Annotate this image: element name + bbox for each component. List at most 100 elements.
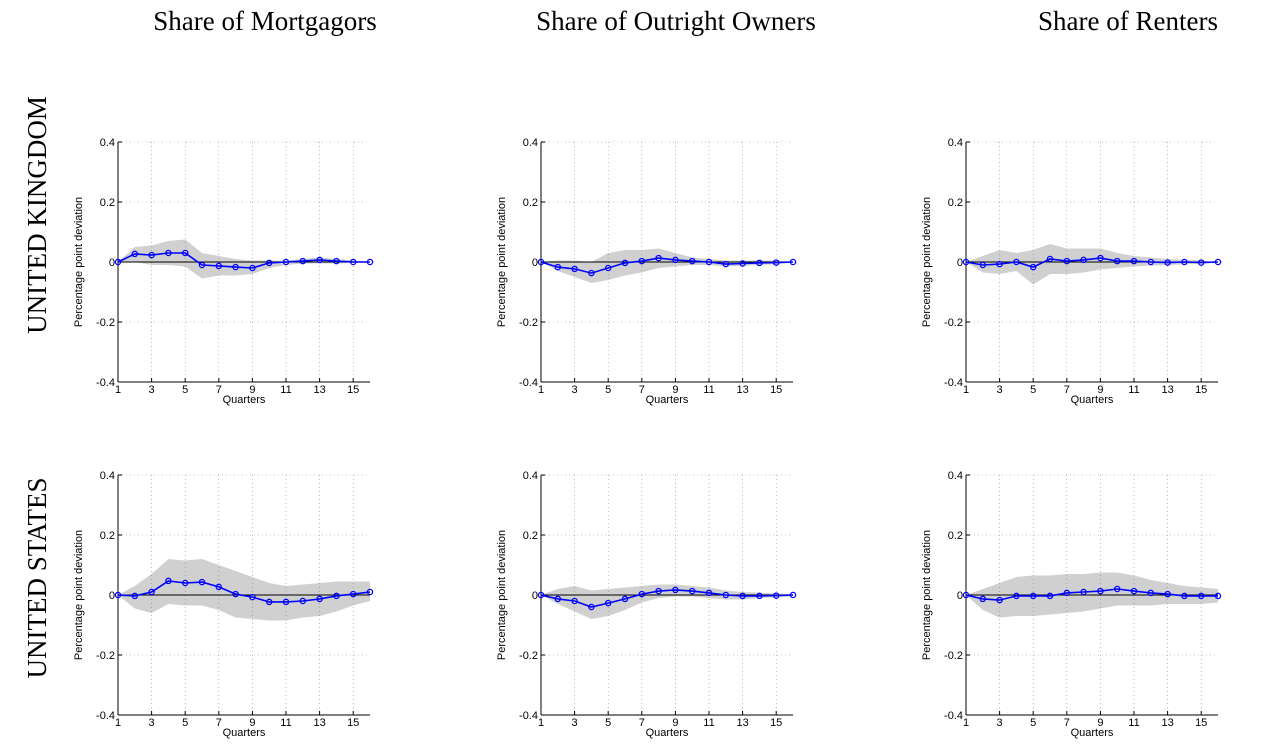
- data-point: [1013, 592, 1020, 600]
- y-tick-label: 0.2: [100, 197, 115, 209]
- data-point: [114, 258, 122, 266]
- data-point: [1080, 588, 1087, 596]
- x-tick-label: 11: [1128, 717, 1139, 729]
- data-point: [571, 265, 578, 273]
- data-point: [1097, 254, 1104, 262]
- data-point: [672, 256, 679, 264]
- data-point: [333, 257, 340, 265]
- data-point: [282, 258, 290, 266]
- y-tick-label: -0.4: [96, 377, 115, 389]
- x-axis-label: Quarters: [223, 394, 266, 406]
- data-point: [366, 588, 374, 596]
- data-point: [789, 258, 797, 266]
- x-tick-label: 1: [538, 384, 544, 396]
- y-tick-label: 0.4: [948, 137, 963, 149]
- x-tick-label: 13: [736, 384, 748, 396]
- confidence-band: [541, 248, 793, 283]
- data-point: [131, 592, 139, 600]
- data-point: [148, 588, 155, 596]
- x-tick-label: 5: [1030, 384, 1036, 396]
- data-point: [996, 596, 1003, 604]
- data-point: [621, 595, 629, 603]
- y-axis-label: Percentage point deviation: [921, 197, 933, 327]
- data-point: [349, 590, 357, 598]
- data-point: [756, 259, 763, 267]
- data-point: [789, 591, 797, 599]
- data-point: [1214, 592, 1222, 600]
- x-axis-label: Quarters: [646, 394, 689, 406]
- x-tick-label: 11: [1128, 384, 1139, 396]
- data-point: [1113, 585, 1121, 593]
- data-point: [232, 590, 239, 598]
- data-point: [979, 261, 987, 269]
- x-tick-label: 7: [216, 384, 222, 396]
- x-tick-label: 1: [115, 717, 121, 729]
- data-point: [537, 591, 545, 599]
- y-tick-label: 0.4: [523, 470, 538, 482]
- y-tick-label: 0: [957, 590, 963, 602]
- y-tick-label: -0.2: [944, 317, 963, 329]
- x-tick-label: 7: [1064, 384, 1070, 396]
- series-line: [540, 257, 794, 274]
- data-point: [1080, 256, 1087, 264]
- x-tick-label: 1: [538, 717, 544, 729]
- data-point: [571, 597, 578, 605]
- data-point: [148, 251, 155, 259]
- y-tick-label: 0.2: [523, 530, 538, 542]
- series-line: [965, 588, 1218, 601]
- x-tick-label: 9: [249, 384, 255, 396]
- data-point: [181, 579, 189, 587]
- y-tick-label: 0.2: [948, 197, 963, 209]
- data-point: [638, 590, 646, 598]
- column-title: Share of Renters: [1038, 6, 1218, 36]
- y-tick-label: -0.2: [519, 650, 538, 662]
- y-tick-label: 0: [532, 590, 538, 602]
- data-point: [722, 260, 730, 268]
- subplot: -0.4-0.200.20.41 3 5 7 9 11 13 15QuartersPercen…: [73, 470, 374, 739]
- data-point: [249, 593, 256, 601]
- data-point: [181, 249, 189, 257]
- y-tick-label: -0.4: [944, 710, 963, 722]
- series-line: [965, 257, 1219, 268]
- data-point: [198, 578, 206, 586]
- x-tick-label: 13: [1161, 717, 1173, 729]
- y-axis-label: Percentage point deviation: [73, 197, 85, 327]
- data-point: [688, 257, 696, 265]
- data-point: [282, 598, 290, 606]
- data-point: [299, 597, 307, 605]
- series-line: [540, 589, 794, 608]
- x-tick-label: 1: [963, 384, 969, 396]
- data-point: [1046, 592, 1054, 600]
- x-tick-label: 3: [997, 717, 1003, 729]
- y-axis-label: Percentage point deviation: [496, 197, 508, 327]
- x-tick-label: 15: [1195, 717, 1207, 729]
- data-point: [772, 259, 780, 266]
- y-tick-label: 0: [109, 590, 115, 602]
- data-point: [198, 261, 206, 269]
- data-point: [705, 258, 713, 266]
- data-point: [979, 595, 987, 603]
- data-point: [604, 264, 612, 272]
- data-point: [299, 257, 307, 265]
- x-tick-label: 9: [1097, 717, 1103, 729]
- x-tick-label: 11: [280, 384, 291, 396]
- data-point: [962, 258, 970, 266]
- data-point: [349, 258, 357, 266]
- x-tick-label: 13: [736, 717, 748, 729]
- x-tick-label: 9: [1097, 384, 1103, 396]
- subplot: -0.4-0.200.20.41 3 5 7 9 11 13 15QuartersPercen…: [496, 137, 797, 406]
- y-tick-label: 0.2: [100, 530, 115, 542]
- y-tick-label: 0: [957, 257, 963, 269]
- data-point: [1013, 258, 1020, 266]
- x-tick-label: 15: [770, 717, 782, 729]
- column-title: Share of Mortgagors: [153, 6, 376, 36]
- x-tick-label: 9: [249, 717, 255, 729]
- x-tick-label: 1: [963, 717, 969, 729]
- data-point: [1164, 590, 1171, 598]
- subplot: -0.4-0.200.20.41 3 5 7 9 11 13 15QuartersPercen…: [921, 137, 1222, 406]
- data-point: [962, 591, 970, 599]
- data-point: [1181, 592, 1188, 600]
- x-tick-label: 3: [149, 717, 155, 729]
- data-point: [1097, 587, 1104, 595]
